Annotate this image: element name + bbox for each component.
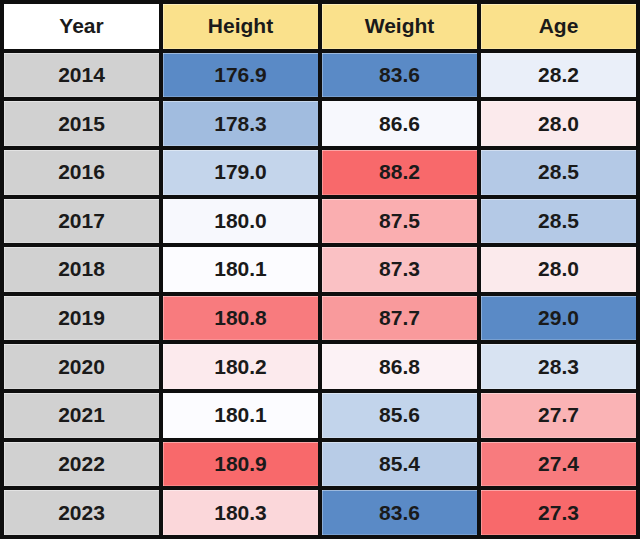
year-cell[interactable]: 2018 xyxy=(4,247,159,292)
year-cell[interactable]: 2017 xyxy=(4,199,159,244)
weight-cell[interactable]: 86.8 xyxy=(322,344,477,389)
weight-cell[interactable]: 87.5 xyxy=(322,199,477,244)
year-cell[interactable]: 2022 xyxy=(4,442,159,487)
age-cell[interactable]: 28.0 xyxy=(481,247,636,292)
column-header-year[interactable]: Year xyxy=(4,4,159,49)
weight-cell[interactable]: 88.2 xyxy=(322,150,477,195)
height-cell[interactable]: 180.1 xyxy=(163,393,318,438)
age-cell[interactable]: 28.0 xyxy=(481,101,636,146)
column-header-height[interactable]: Height xyxy=(163,4,318,49)
weight-cell[interactable]: 85.6 xyxy=(322,393,477,438)
height-cell[interactable]: 180.8 xyxy=(163,296,318,341)
weight-cell[interactable]: 83.6 xyxy=(322,53,477,98)
column-header-age[interactable]: Age xyxy=(481,4,636,49)
age-cell[interactable]: 27.7 xyxy=(481,393,636,438)
age-cell[interactable]: 27.3 xyxy=(481,490,636,535)
height-cell[interactable]: 178.3 xyxy=(163,101,318,146)
height-cell[interactable]: 180.3 xyxy=(163,490,318,535)
weight-cell[interactable]: 83.6 xyxy=(322,490,477,535)
age-cell[interactable]: 27.4 xyxy=(481,442,636,487)
year-cell[interactable]: 2020 xyxy=(4,344,159,389)
year-cell[interactable]: 2019 xyxy=(4,296,159,341)
year-cell[interactable]: 2023 xyxy=(4,490,159,535)
weight-cell[interactable]: 86.6 xyxy=(322,101,477,146)
column-header-weight[interactable]: Weight xyxy=(322,4,477,49)
height-cell[interactable]: 180.2 xyxy=(163,344,318,389)
weight-cell[interactable]: 85.4 xyxy=(322,442,477,487)
table-grid: Year Height Weight Age 2014176.983.628.2… xyxy=(4,4,636,535)
year-cell[interactable]: 2021 xyxy=(4,393,159,438)
age-cell[interactable]: 28.3 xyxy=(481,344,636,389)
age-cell[interactable]: 28.5 xyxy=(481,199,636,244)
height-cell[interactable]: 176.9 xyxy=(163,53,318,98)
height-cell[interactable]: 179.0 xyxy=(163,150,318,195)
conditional-format-table: Year Height Weight Age 2014176.983.628.2… xyxy=(0,0,640,539)
year-cell[interactable]: 2014 xyxy=(4,53,159,98)
age-cell[interactable]: 28.2 xyxy=(481,53,636,98)
height-cell[interactable]: 180.0 xyxy=(163,199,318,244)
year-cell[interactable]: 2016 xyxy=(4,150,159,195)
year-cell[interactable]: 2015 xyxy=(4,101,159,146)
weight-cell[interactable]: 87.3 xyxy=(322,247,477,292)
age-cell[interactable]: 29.0 xyxy=(481,296,636,341)
age-cell[interactable]: 28.5 xyxy=(481,150,636,195)
height-cell[interactable]: 180.9 xyxy=(163,442,318,487)
height-cell[interactable]: 180.1 xyxy=(163,247,318,292)
weight-cell[interactable]: 87.7 xyxy=(322,296,477,341)
